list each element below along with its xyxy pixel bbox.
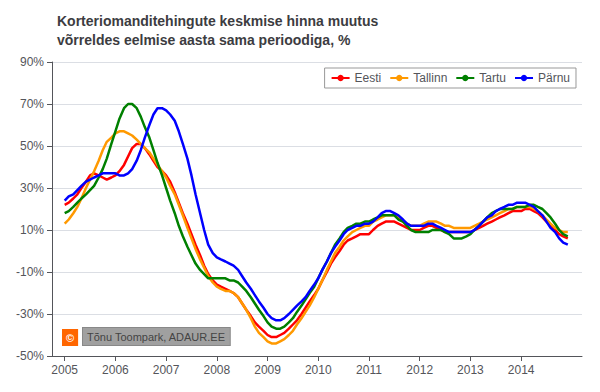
svg-text:Tallinn: Tallinn bbox=[413, 71, 447, 85]
svg-text:2009: 2009 bbox=[254, 363, 281, 377]
svg-text:2010: 2010 bbox=[305, 363, 332, 377]
svg-text:50%: 50% bbox=[20, 139, 44, 153]
svg-text:2014: 2014 bbox=[508, 363, 535, 377]
svg-text:©: © bbox=[66, 332, 74, 344]
svg-text:Tõnu Toompark, ADAUR.EE: Tõnu Toompark, ADAUR.EE bbox=[87, 331, 225, 343]
svg-text:Pärnu: Pärnu bbox=[538, 71, 570, 85]
svg-text:2006: 2006 bbox=[102, 363, 129, 377]
svg-text:2011: 2011 bbox=[356, 363, 382, 377]
svg-text:Eesti: Eesti bbox=[355, 71, 382, 85]
svg-text:-30%: -30% bbox=[16, 307, 44, 321]
svg-text:2005: 2005 bbox=[51, 363, 78, 377]
svg-text:2008: 2008 bbox=[203, 363, 230, 377]
svg-text:võrreldes eelmise aasta sama p: võrreldes eelmise aasta sama perioodiga,… bbox=[57, 32, 351, 48]
svg-text:Tartu: Tartu bbox=[479, 71, 506, 85]
svg-text:-10%: -10% bbox=[16, 265, 44, 279]
svg-text:90%: 90% bbox=[20, 55, 44, 69]
svg-text:70%: 70% bbox=[20, 97, 44, 111]
svg-text:-50%: -50% bbox=[16, 349, 44, 363]
svg-text:30%: 30% bbox=[20, 181, 44, 195]
svg-text:2013: 2013 bbox=[457, 363, 484, 377]
svg-text:2007: 2007 bbox=[153, 363, 180, 377]
svg-text:Korteriomanditehingute keskmis: Korteriomanditehingute keskmise hinna mu… bbox=[57, 13, 378, 29]
svg-text:2012: 2012 bbox=[406, 363, 433, 377]
svg-text:10%: 10% bbox=[20, 223, 44, 237]
